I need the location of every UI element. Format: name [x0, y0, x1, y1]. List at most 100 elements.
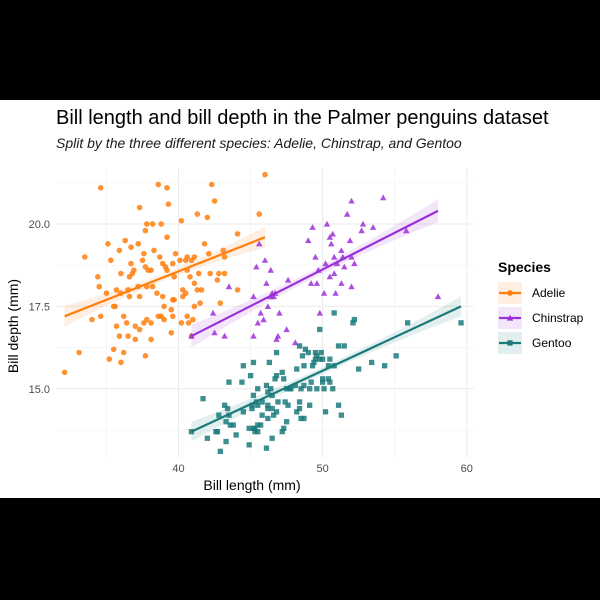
adelie-point — [151, 247, 157, 254]
adelie-point — [234, 231, 241, 237]
gentoo-point — [302, 346, 308, 352]
chinstrap-point — [309, 224, 316, 230]
gentoo-point — [214, 429, 221, 435]
chinstrap-point — [359, 220, 367, 227]
adelie-point — [164, 267, 170, 273]
gentoo-point — [335, 402, 342, 408]
chinstrap-point — [283, 326, 290, 333]
gentoo-point — [320, 379, 326, 385]
gentoo-point — [335, 343, 342, 349]
chinstrap-point — [267, 266, 274, 273]
gentoo-point — [223, 419, 229, 425]
adelie-point — [155, 181, 162, 188]
y-axis-label: Bill depth (mm) — [5, 279, 21, 373]
adelie-point — [123, 320, 130, 326]
chinstrap-point — [305, 237, 312, 244]
adelie-point — [191, 303, 198, 310]
adelie-point — [120, 313, 127, 320]
gentoo-point — [265, 389, 271, 395]
adelie-point — [194, 287, 201, 293]
adelie-legend-key-marker — [507, 290, 513, 296]
adelie-point — [82, 254, 88, 260]
gentoo-point — [223, 438, 229, 445]
adelie-point — [158, 221, 164, 227]
adelie-point — [118, 359, 124, 366]
adelie-point — [76, 349, 82, 356]
chinstrap-point — [346, 237, 354, 244]
gentoo-point — [247, 373, 254, 379]
y-tick-label: 20.0 — [29, 219, 50, 231]
gentoo-point — [309, 363, 316, 369]
gentoo-point — [298, 386, 304, 392]
chinstrap-point — [274, 332, 282, 339]
chinstrap-point — [312, 253, 319, 260]
gentoo-point — [331, 310, 337, 316]
adelie-point — [221, 254, 228, 260]
chinstrap-point — [348, 283, 355, 290]
adelie-point — [105, 241, 111, 247]
adelie-fit-line — [64, 236, 266, 318]
chinstrap-point — [225, 283, 233, 290]
adelie-point — [142, 353, 149, 359]
adelie-point — [184, 254, 190, 260]
chinstrap-point — [316, 309, 323, 316]
gentoo-point — [269, 405, 275, 412]
chinstrap-legend-key-marker — [506, 314, 514, 321]
x-tick-label: 40 — [172, 463, 184, 475]
adelie-point — [178, 320, 185, 326]
chinstrap-point — [326, 273, 334, 280]
point-layer — [61, 171, 464, 454]
adelie-point — [195, 270, 202, 277]
chinstrap-fit-line — [190, 209, 439, 338]
chinstrap-point — [322, 260, 329, 267]
gentoo-point — [351, 316, 357, 323]
adelie-point — [190, 316, 196, 323]
gentoo-point — [282, 399, 288, 405]
gentoo-point — [288, 386, 294, 392]
adelie-point — [148, 267, 154, 273]
adelie-point — [234, 287, 241, 293]
chinstrap-point — [351, 260, 358, 267]
adelie-point — [116, 333, 123, 339]
adelie-point — [170, 260, 176, 267]
adelie-point — [198, 287, 205, 293]
adelie-point — [142, 227, 149, 234]
gentoo-point — [301, 415, 307, 422]
gentoo-point — [239, 379, 245, 385]
gentoo-point — [230, 422, 236, 428]
gentoo-point — [458, 320, 464, 326]
gentoo-point — [330, 386, 336, 392]
gentoo-point — [327, 356, 333, 362]
adelie-point — [221, 270, 228, 277]
chinstrap-point — [221, 332, 228, 339]
adelie-point — [96, 283, 102, 290]
gentoo-point — [263, 445, 270, 451]
gentoo-point — [356, 366, 362, 372]
gentoo-point — [393, 353, 399, 359]
gentoo-point — [275, 399, 281, 405]
legend: Species Adelie Chinstrap Gentoo — [498, 259, 584, 354]
gentoo-point — [320, 376, 326, 382]
adelie-point — [89, 316, 95, 323]
gentoo-point — [322, 409, 329, 415]
gentoo-point — [321, 386, 327, 392]
gentoo-point — [320, 356, 326, 362]
chinstrap-point — [323, 220, 331, 227]
gentoo-point — [311, 359, 317, 366]
chinstrap-point — [273, 336, 280, 342]
adelie-point — [122, 237, 128, 244]
chinstrap-point — [254, 319, 261, 326]
gentoo-point — [281, 425, 287, 431]
chinstrap-point — [264, 303, 272, 309]
gentoo-point — [273, 373, 280, 379]
gentoo-point — [255, 422, 261, 428]
chinstrap-point — [313, 280, 321, 286]
gentoo-point — [249, 405, 255, 412]
gentoo-point — [263, 382, 270, 389]
adelie-point — [191, 254, 198, 260]
gentoo-point — [255, 386, 261, 392]
adelie-point — [141, 250, 147, 257]
adelie-point — [216, 270, 222, 277]
adelie-point — [182, 290, 189, 296]
gentoo-point — [296, 405, 303, 412]
